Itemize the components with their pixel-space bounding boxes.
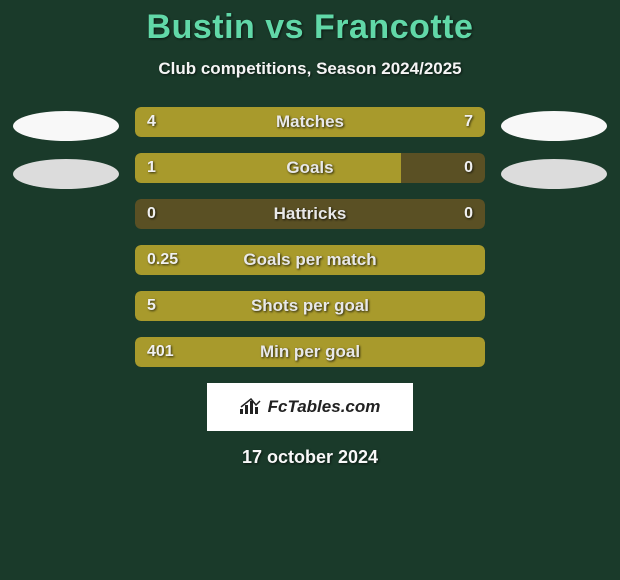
ellipse-placeholder [501,159,607,189]
ellipse-placeholder [501,111,607,141]
stats-area: 47Matches 10Goals 00Hattricks 0.25Goals per… [0,107,620,367]
stat-row: 401Min per goal [135,337,485,367]
ellipse-placeholder [13,111,119,141]
stats-card: Bustin vs Francotte Club competitions, S… [0,0,620,468]
stat-label: Goals per match [135,245,485,275]
player-left-placeholder [13,107,119,189]
subtitle: Club competitions, Season 2024/2025 [0,59,620,79]
stat-label: Matches [135,107,485,137]
stat-label: Min per goal [135,337,485,367]
stat-row: 0.25Goals per match [135,245,485,275]
brand-badge: FcTables.com [207,383,413,431]
stat-label: Shots per goal [135,291,485,321]
stat-label: Hattricks [135,199,485,229]
brand-text: FcTables.com [268,397,381,417]
player-right-placeholder [501,107,607,189]
chart-icon [240,398,262,416]
date-label: 17 october 2024 [0,447,620,468]
ellipse-placeholder [13,159,119,189]
stat-row: 00Hattricks [135,199,485,229]
stat-row: 5Shots per goal [135,291,485,321]
stat-label: Goals [135,153,485,183]
stat-row: 10Goals [135,153,485,183]
page-title: Bustin vs Francotte [0,8,620,47]
stat-row: 47Matches [135,107,485,137]
stat-bars: 47Matches 10Goals 00Hattricks 0.25Goals per… [135,107,485,367]
